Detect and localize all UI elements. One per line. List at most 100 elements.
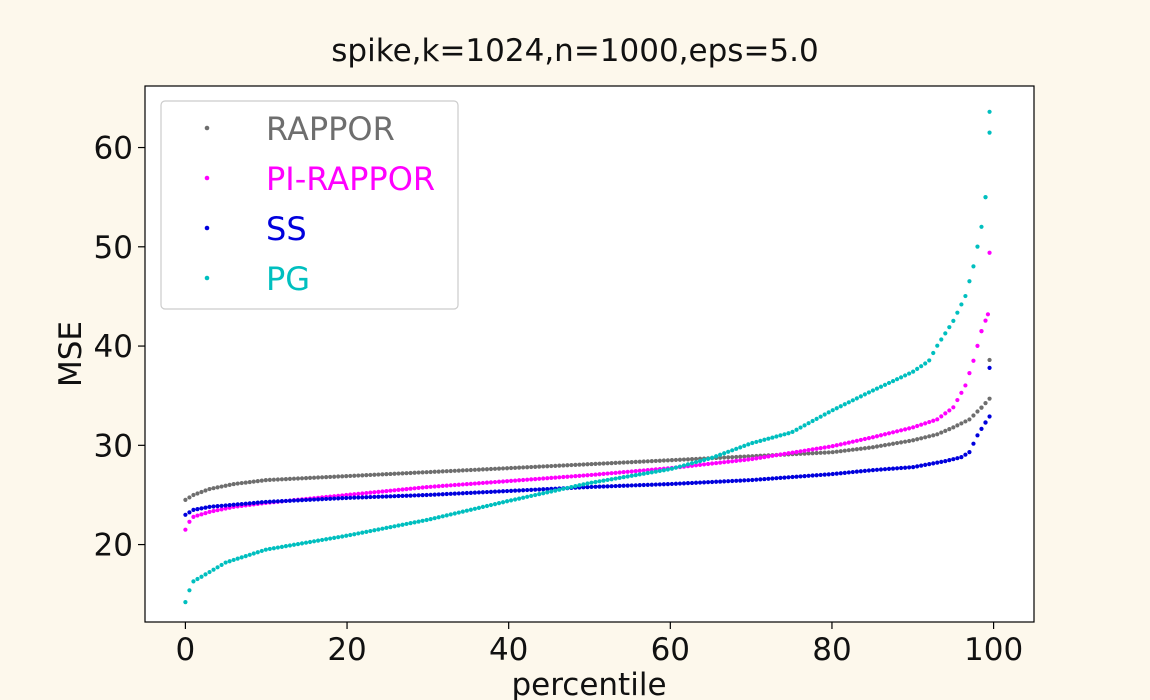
data-point [235,556,240,561]
data-point [436,469,441,474]
data-point [400,487,405,492]
data-point [408,470,413,476]
data-point [718,460,723,465]
data-point [219,507,224,512]
data-point [790,429,795,434]
data-point [199,506,204,511]
data-point [802,451,807,456]
data-point [545,486,550,492]
data-point [718,455,723,460]
data-point [533,487,538,492]
data-point [870,435,876,440]
data-point [215,508,220,513]
data-point [348,473,353,479]
data-point [657,468,662,474]
data-point [541,487,546,492]
data-point [911,438,916,443]
data-point [275,545,280,550]
data-point [854,469,859,474]
data-point [577,473,582,478]
data-point [734,458,739,463]
data-point [452,491,457,496]
data-point [372,494,377,500]
data-point [605,484,610,489]
data-point [967,371,972,376]
data-point [947,427,952,432]
data-point [822,472,827,477]
data-point [818,472,823,478]
data-point [223,483,228,488]
data-point [460,509,465,514]
data-point [971,441,976,446]
data-point [874,467,880,472]
data-point [846,448,851,453]
data-point [903,427,908,432]
data-point [915,464,920,469]
data-point [589,472,594,478]
data-point [730,455,735,460]
data-point [641,468,646,473]
data-point [484,489,490,495]
data-point [846,400,851,405]
data-point [738,445,743,450]
data-point [641,471,646,476]
data-point [983,318,988,323]
data-point [830,444,835,449]
data-point [802,474,807,479]
legend-label: RAPPOR [266,110,395,148]
x-tick-label: 20 [327,632,366,668]
data-point [404,493,409,498]
data-point [460,468,465,473]
data-point [907,371,912,376]
data-point [746,442,751,447]
data-point [336,474,341,479]
data-point [529,493,534,499]
data-point [637,468,642,473]
data-point [356,473,361,478]
data-point [207,569,212,575]
data-point [295,541,301,547]
data-point [802,448,807,453]
data-point [947,458,952,463]
data-point [517,465,522,470]
data-point [649,482,654,487]
data-point [710,479,715,485]
data-point [967,417,972,422]
data-point [609,460,614,466]
data-point [412,520,417,525]
data-point [364,495,369,500]
data-point [199,512,204,517]
data-point [633,459,638,465]
data-point [701,462,707,467]
data-point [428,517,433,522]
data-point [597,484,602,489]
data-point [283,544,289,549]
data-point [513,465,518,470]
data-point [609,484,614,489]
data-point [621,483,626,488]
data-point [504,466,510,471]
data-point [878,433,884,438]
data-point [541,491,546,496]
data-point [806,451,811,456]
data-point [786,475,791,480]
data-point [251,500,256,506]
data-point [898,375,904,380]
data-point [251,551,256,556]
data-point [388,494,393,499]
data-point [219,562,224,568]
data-point [492,489,498,494]
data-point [858,469,863,474]
y-tick-label: 20 [94,528,133,564]
data-point [625,474,630,479]
data-point [939,459,944,464]
data-point [496,489,502,494]
y-axis-label: MSE [53,321,89,387]
legend-label: SS [266,210,307,248]
data-point [271,477,276,482]
data-point [384,488,389,494]
data-point [605,477,610,483]
data-point [311,475,317,480]
data-point [352,532,357,537]
